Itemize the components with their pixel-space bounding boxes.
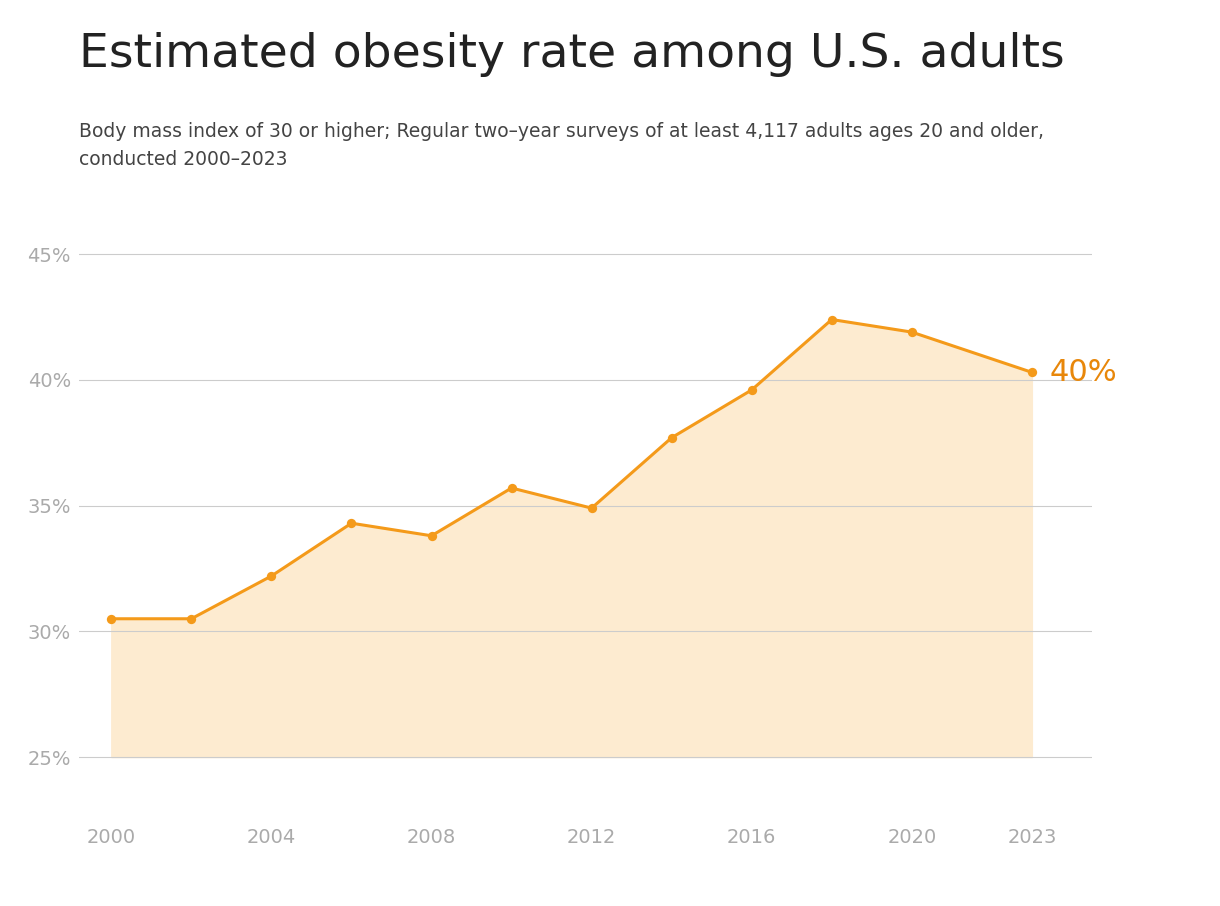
- Point: [902, 325, 921, 340]
- Point: [662, 430, 682, 445]
- Point: [182, 612, 201, 626]
- Point: [422, 528, 442, 543]
- Text: Body mass index of 30 or higher; Regular two–year surveys of at least 4,117 adul: Body mass index of 30 or higher; Regular…: [79, 122, 1044, 169]
- Point: [261, 569, 281, 583]
- Point: [1022, 365, 1042, 380]
- Point: [742, 382, 761, 397]
- Point: [582, 501, 601, 516]
- Point: [101, 612, 121, 626]
- Text: 40%: 40%: [1050, 358, 1118, 387]
- Point: [501, 481, 521, 496]
- Point: [822, 313, 842, 327]
- Text: Estimated obesity rate among U.S. adults: Estimated obesity rate among U.S. adults: [79, 32, 1065, 77]
- Point: [342, 516, 361, 530]
